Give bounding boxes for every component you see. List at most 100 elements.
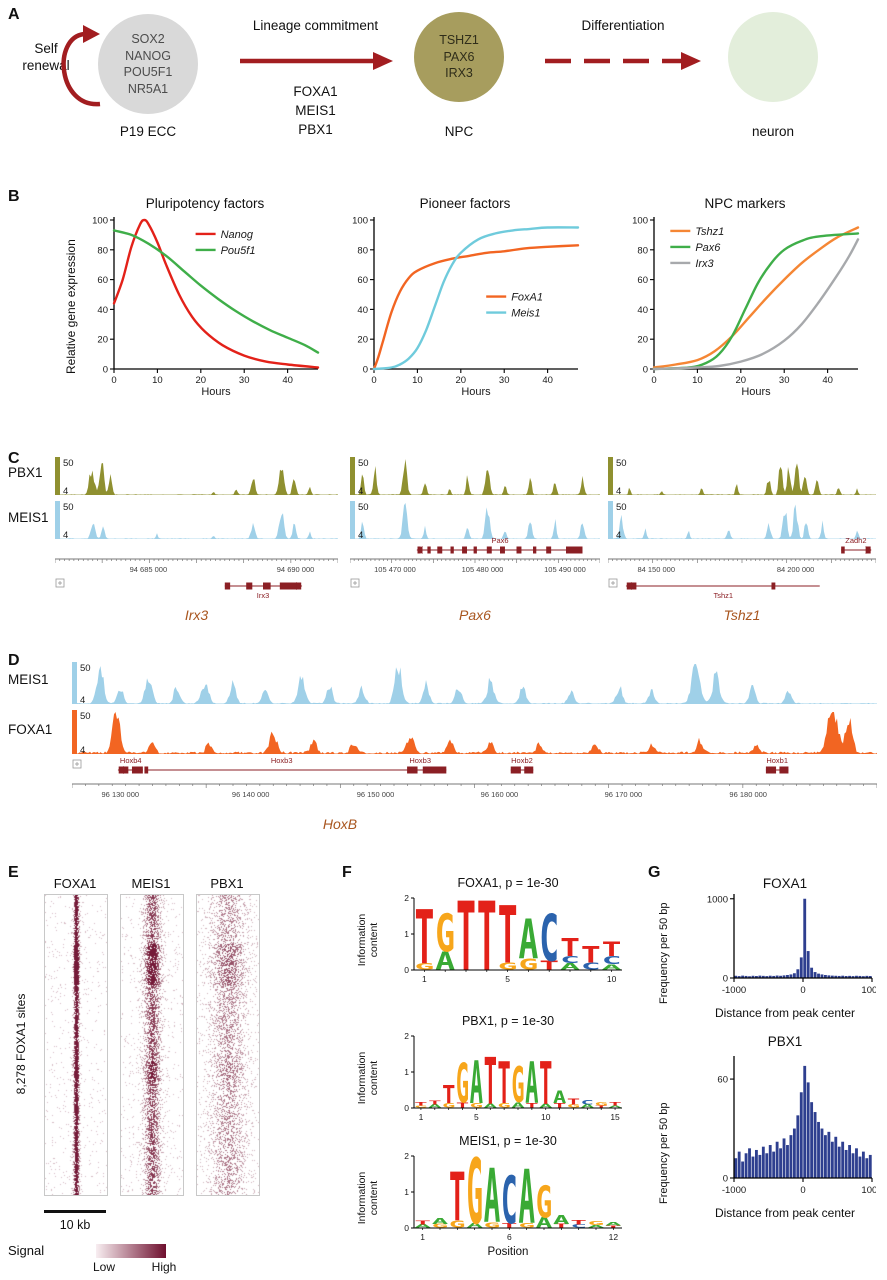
coordinate-label: 105 490 000 <box>544 565 586 574</box>
npc-markers-chart: 0 10 20 30 40 0 20 40 60 80 100 Hours Tshz1 Pax6 Irx3 <box>632 216 860 398</box>
scale-max-label: 50 <box>80 711 91 722</box>
hist-bar <box>817 973 820 978</box>
differentiation-arrowhead <box>681 52 701 70</box>
logo-letter-T: T <box>525 1102 538 1109</box>
scale-min-label: 4 <box>63 486 68 497</box>
gene-exon <box>524 766 534 774</box>
hoxb-locus-label: HoxB <box>322 816 358 832</box>
hist-bar <box>841 975 845 978</box>
self-renewal-label: Self renewal <box>12 40 80 74</box>
y-tick-label: 2 <box>404 1152 409 1161</box>
gene-exon <box>407 766 418 774</box>
f-ylabel-line2: content <box>368 1180 380 1216</box>
hist-bar <box>768 1145 772 1178</box>
hist-bar <box>810 967 814 978</box>
gene-exon <box>765 766 777 774</box>
gene-direction-arrow <box>625 582 632 590</box>
hist-bar <box>844 976 848 978</box>
hist-bar <box>734 975 738 978</box>
y-tick-label: 40 <box>637 305 648 316</box>
scale-min-label: 4 <box>358 530 363 541</box>
stem-gene-pou5f1: POU5F1 <box>123 65 173 79</box>
x-tick-label: 10 <box>412 375 423 386</box>
y-tick-label: 100 <box>92 216 108 227</box>
gene-exon <box>516 546 522 554</box>
hist-bar <box>737 976 741 978</box>
hist-bar <box>806 1082 810 1178</box>
panel-b-label: B <box>8 188 20 205</box>
gene-exon <box>473 546 477 554</box>
logo-letter-G: G <box>588 1220 605 1226</box>
meis1-heatmap <box>120 894 184 1196</box>
f-logo2-y-label: Information content <box>356 1032 380 1124</box>
panel-e-label: E <box>8 864 19 881</box>
e-column-meis1: MEIS1 <box>131 876 171 891</box>
panel-c-label: C <box>8 450 20 467</box>
y-tick-label: 100 <box>632 216 648 227</box>
logo-letter-G: G <box>470 1102 483 1109</box>
logo-letter-G: G <box>432 1223 449 1229</box>
coordinate-label: 96 180 000 <box>729 790 767 799</box>
logo-letter-T: T <box>456 1101 469 1110</box>
x-tick-label: 10 <box>692 375 703 386</box>
hist-bar <box>861 976 865 978</box>
pioneer-foxa1: FOXA1 <box>293 84 338 99</box>
logo-letter-T: T <box>605 1225 622 1228</box>
gene-exon <box>279 582 302 590</box>
gene-direction-arrow <box>416 546 423 554</box>
f-ylabel-line2: content <box>368 922 380 958</box>
hist-bar <box>751 975 755 978</box>
hist-bar <box>758 1154 762 1178</box>
hist-bar <box>817 1121 820 1178</box>
logo-letter-A: A <box>511 1101 524 1110</box>
logo-letter-A: A <box>484 1103 498 1109</box>
y-tick-label: 0 <box>723 974 728 985</box>
gene-exon <box>566 546 583 554</box>
logo-letter-A: A <box>466 1222 483 1229</box>
hist-bar <box>810 1102 814 1178</box>
hist-bar <box>779 1148 782 1178</box>
logo-letter-A: A <box>608 1105 622 1109</box>
self-renewal-arrow-curve <box>61 31 101 107</box>
track-scale-bar <box>350 457 355 495</box>
scale-max-label: 50 <box>358 502 369 513</box>
signal-colorbar <box>96 1244 166 1258</box>
self-renewal-line1: Self <box>34 41 58 56</box>
logo-letter-G: G <box>498 960 518 972</box>
signal-low-label: Low <box>92 1260 115 1274</box>
pax6-locus-label: Pax6 <box>459 607 491 623</box>
logo-letter-G: G <box>484 1221 501 1230</box>
hist-bar <box>786 1145 789 1178</box>
f-logo1-title: FOXA1, p = 1e-30 <box>457 876 559 890</box>
y-tick-label: 0 <box>103 365 108 376</box>
gene-exon <box>841 546 845 554</box>
logo-letter-T: T <box>595 1105 608 1109</box>
coordinate-label: 105 480 000 <box>462 565 504 574</box>
logo-letter-C: C <box>602 954 622 967</box>
pioneer-pbx1: PBX1 <box>298 122 333 137</box>
logo-letter-A: A <box>588 1224 605 1228</box>
gene-exon <box>422 766 447 774</box>
series-line-Tshz1 <box>652 226 860 369</box>
x-tick-label: 20 <box>456 375 467 386</box>
d-row-label-foxa1: FOXA1 <box>8 722 53 737</box>
y-tick-label: 1 <box>404 1187 409 1197</box>
hist-bar <box>851 1153 855 1178</box>
hist-bar <box>789 974 793 978</box>
y-tick-label: 20 <box>97 335 108 346</box>
y-tick-label: 1 <box>404 1067 409 1077</box>
scale-max-label: 50 <box>358 458 369 469</box>
lineage-arrow <box>240 52 393 70</box>
y-tick-label: 60 <box>717 1075 728 1086</box>
f-ylabel-line1: Information <box>356 1171 368 1225</box>
x-tick-label: 5 <box>505 974 510 984</box>
coordinate-label: 84 200 000 <box>777 565 815 574</box>
npc-gene-tshz1: TSHZ1 <box>439 33 479 48</box>
npc-label: NPC <box>444 124 474 139</box>
logo-letter-A: A <box>553 1213 570 1228</box>
hist-bar <box>799 957 803 978</box>
logo-letter-A: A <box>432 1216 449 1225</box>
scale-min-label: 4 <box>616 530 621 541</box>
